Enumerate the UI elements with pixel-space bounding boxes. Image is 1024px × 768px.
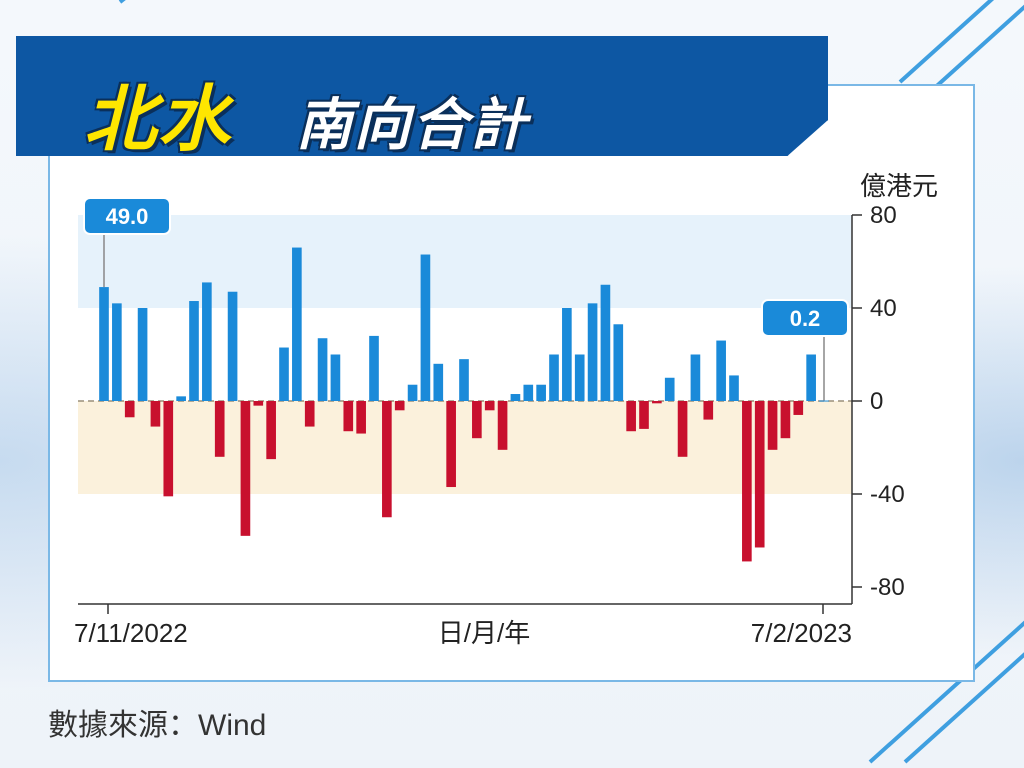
bar xyxy=(369,335,379,401)
y-tick-label: -80 xyxy=(870,574,905,601)
bar xyxy=(587,303,598,401)
bar xyxy=(266,401,276,460)
bar xyxy=(433,363,444,401)
y-tick-label: 80 xyxy=(870,202,897,229)
bar xyxy=(253,401,264,406)
bar xyxy=(330,354,341,401)
bar xyxy=(819,400,829,402)
bar xyxy=(317,338,328,401)
bar xyxy=(806,354,816,401)
bar xyxy=(690,354,701,401)
negative-zone-band xyxy=(78,401,852,494)
title-sub: 南向合計 xyxy=(296,93,528,156)
callout-box xyxy=(761,299,849,337)
bar xyxy=(459,359,469,401)
x-tick-label-end: 7/2/2023 xyxy=(751,618,852,648)
callout-label: 0.2 xyxy=(790,306,821,331)
callout-box xyxy=(83,197,171,235)
bar xyxy=(472,401,482,439)
bar xyxy=(613,324,624,401)
bar xyxy=(652,401,662,404)
bar xyxy=(754,401,765,548)
bar xyxy=(793,401,804,415)
bar xyxy=(382,401,392,518)
bar xyxy=(227,291,238,401)
bar xyxy=(639,401,649,429)
bar xyxy=(394,401,405,411)
bar xyxy=(523,384,534,401)
title-main: 北水 xyxy=(84,80,233,160)
bar xyxy=(574,354,585,401)
bar xyxy=(150,401,161,427)
bar xyxy=(716,340,726,401)
bar xyxy=(703,401,714,420)
bar xyxy=(124,401,135,418)
bar xyxy=(137,308,148,401)
y-tick-label: 40 xyxy=(870,295,897,322)
bar xyxy=(112,303,122,401)
bar xyxy=(510,394,521,401)
bar xyxy=(767,401,778,450)
bar xyxy=(407,384,418,401)
bar xyxy=(202,282,212,401)
title-banner xyxy=(16,36,828,156)
bar xyxy=(729,375,739,401)
bar xyxy=(189,301,199,401)
bar xyxy=(99,287,109,401)
x-tick-label-start: 7/11/2022 xyxy=(74,618,188,648)
bar xyxy=(600,284,611,401)
bar xyxy=(484,401,495,411)
bar xyxy=(214,401,225,457)
x-axis-title: 日/月/年 xyxy=(438,618,530,648)
bar xyxy=(742,401,752,562)
callout-label: 49.0 xyxy=(106,204,149,229)
bar xyxy=(356,401,366,434)
bar xyxy=(549,354,559,401)
bar xyxy=(664,377,675,401)
y-tick-label: 0 xyxy=(870,388,883,415)
positive-zone-band xyxy=(78,215,852,308)
bar xyxy=(780,401,791,439)
bar xyxy=(420,254,431,401)
bar xyxy=(536,384,546,401)
bar xyxy=(626,401,636,432)
bar xyxy=(677,401,688,457)
bar xyxy=(446,401,456,488)
bar xyxy=(292,247,302,401)
bar xyxy=(304,401,315,427)
source-note: 數據來源：Wind xyxy=(48,709,267,742)
bar xyxy=(343,401,354,432)
bar xyxy=(279,347,289,401)
y-tick-label: -40 xyxy=(870,481,905,508)
bar xyxy=(562,308,572,401)
bar xyxy=(240,401,251,536)
bar xyxy=(497,401,508,450)
bar xyxy=(163,401,174,497)
bar xyxy=(176,396,186,401)
y-unit-label: 億港元 xyxy=(860,171,939,201)
